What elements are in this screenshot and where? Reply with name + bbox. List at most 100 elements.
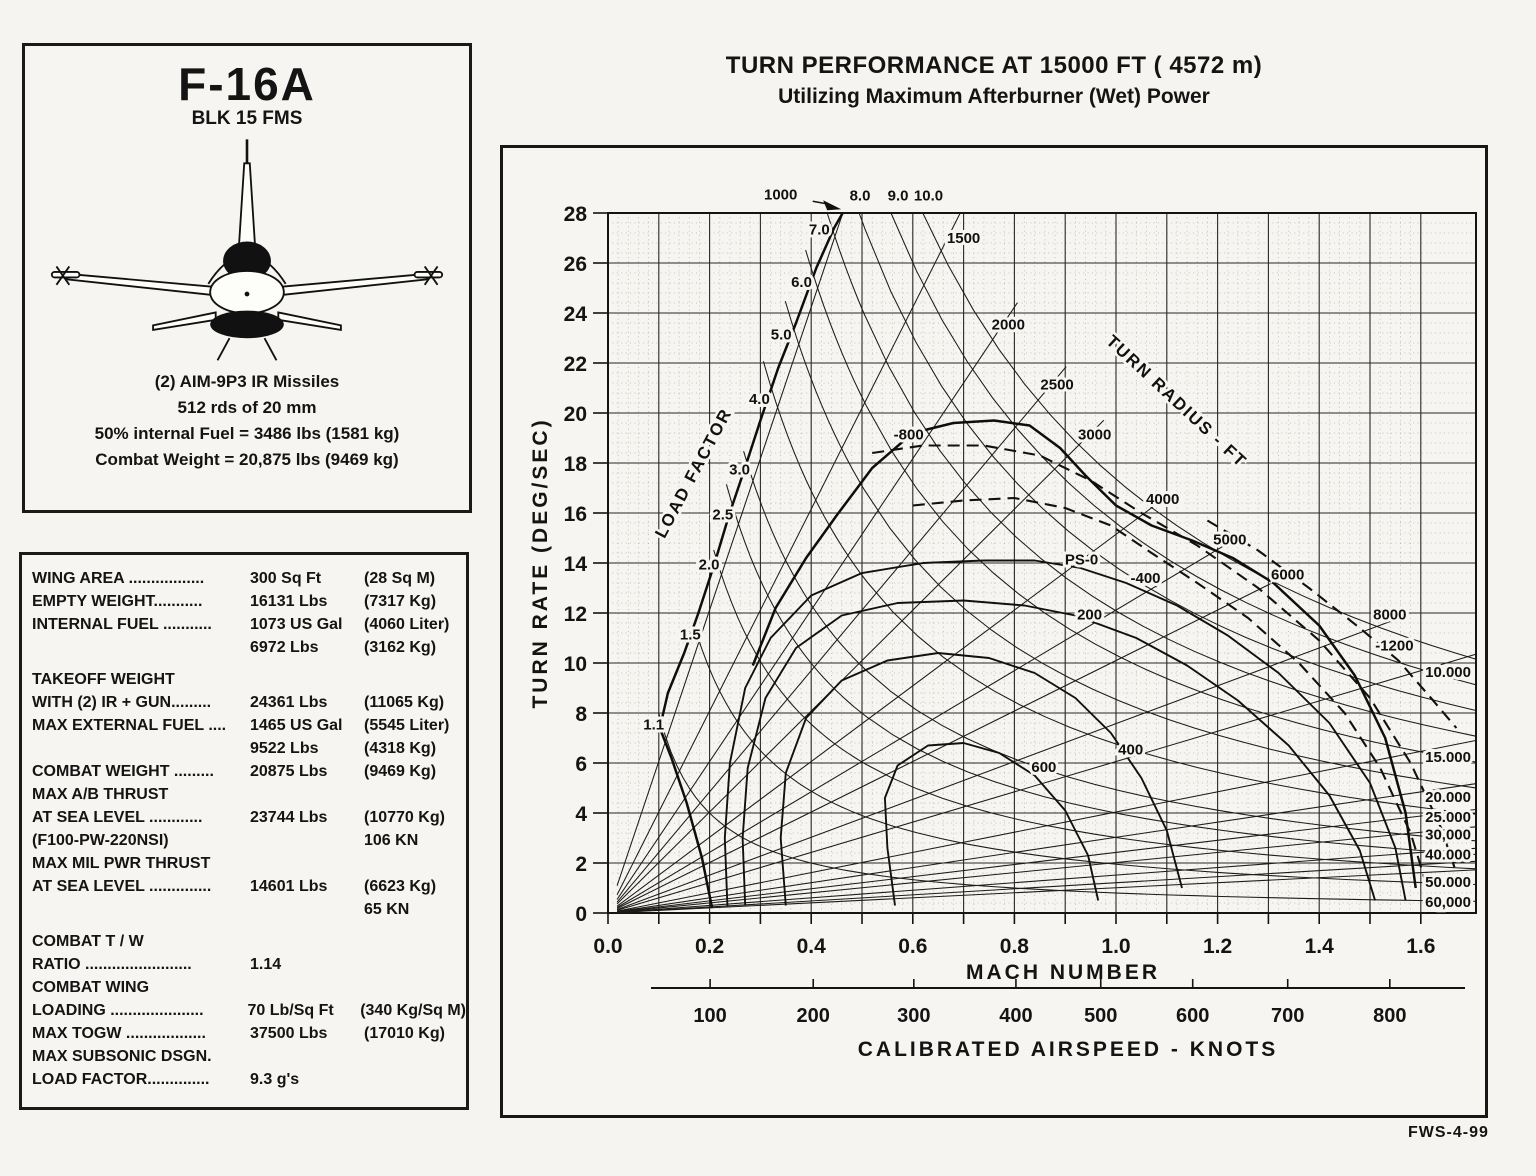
chart-label: 2500 xyxy=(1040,376,1073,393)
x-tick-label: 0.0 xyxy=(593,935,622,958)
chart-label: 1000 xyxy=(764,186,797,203)
aircraft-model: F-16A xyxy=(178,58,316,110)
chart-label: 10.0 xyxy=(914,188,943,205)
y-tick-label: 10 xyxy=(564,653,587,676)
spec-row: WITH (2) IR + GUN......... 24361 Lbs (1106… xyxy=(32,691,466,714)
chart-label: 8000 xyxy=(1373,606,1406,623)
y-tick-label: 24 xyxy=(564,303,588,326)
load-factor-line-3 xyxy=(743,451,1476,842)
spec-sv1: 24361 Lbs xyxy=(250,694,328,711)
x-tick-label: 1.2 xyxy=(1203,935,1232,958)
spec-sv2: (4318 Kg) xyxy=(364,740,437,757)
spec-sk: COMBAT WEIGHT ......... xyxy=(32,763,214,780)
spec-sv1: 300 Sq Ft xyxy=(250,570,322,587)
note-combat-weight: Combat Weight = 20,875 lbs (9469 kg) xyxy=(95,450,399,470)
spec-sv1 xyxy=(250,930,364,953)
load-factor-line-2.5 xyxy=(725,484,1476,856)
figure-code: FWS-4-99 xyxy=(1408,1124,1489,1141)
fuselage-dot xyxy=(244,291,250,297)
spec-sv2: 106 KN xyxy=(364,832,419,849)
chart-title: TURN PERFORMANCE AT 15000 FT ( 4572 m) xyxy=(725,52,1263,79)
spec-sk: RATIO ........................ xyxy=(32,956,192,973)
x-tick-label: 1.0 xyxy=(1101,935,1130,958)
fuselage-shoulders xyxy=(207,252,287,285)
cas-tick-label: 100 xyxy=(693,1005,726,1027)
spec-sv2: (11065 Kg) xyxy=(364,694,445,711)
spec-row: MAX TOGW .................. 37500 Lbs (170… xyxy=(32,1022,466,1045)
spec-sk: LOAD FACTOR.............. xyxy=(32,1071,210,1088)
turn-radius-line-5000 xyxy=(616,536,1240,908)
spec-sk xyxy=(32,898,250,921)
spec-sv1: 14601 Lbs xyxy=(250,878,328,895)
chart-label: 200 xyxy=(1077,606,1102,623)
x-tick-label: 1.4 xyxy=(1305,935,1335,958)
turn-radius-line-30000 xyxy=(617,826,1476,913)
lift-limit-curve xyxy=(658,212,844,909)
ps-contours xyxy=(723,444,1458,906)
ps-contour-600 xyxy=(883,742,1100,906)
turn-radius-line-20000 xyxy=(617,783,1476,913)
y-tick-label: 14 xyxy=(564,553,588,576)
load-factor-line-4 xyxy=(762,361,1476,815)
left-ventral-fin xyxy=(216,338,231,362)
spec-sv1: 9.3 g's xyxy=(250,1071,300,1088)
ps-contour--400 xyxy=(912,496,1427,884)
vertical-tail-icon xyxy=(237,162,257,252)
chart-label: 1.1 xyxy=(643,716,664,733)
ps-contour--1200 xyxy=(1206,519,1458,729)
spec-sv2 xyxy=(364,783,466,806)
chart-label: 8.0 xyxy=(850,188,871,205)
chart-label: 40.000 xyxy=(1425,846,1471,863)
turn-radius-line-2500 xyxy=(616,366,1067,903)
chart-label: TURN RADIUS - FT xyxy=(1103,331,1251,471)
spec-row: 6972 Lbs (3162 Kg) xyxy=(32,636,466,659)
chart-label: 2.5 xyxy=(712,506,733,523)
turn-radius-line-10000 xyxy=(616,653,1476,911)
spec-table: WING AREA ................. 300 Sq Ft (28 … xyxy=(32,567,466,1091)
spec-row: AT SEA LEVEL .............. 14601 Lbs (662… xyxy=(32,875,466,898)
spec-sk: WING AREA ................. xyxy=(32,570,205,587)
spec-sv2: (340 Kg/Sq M) xyxy=(360,1002,466,1019)
chart-label: 6000 xyxy=(1271,566,1304,583)
chart-label: -1200 xyxy=(1375,638,1413,655)
spec-sv2: (17010 Kg) xyxy=(364,1025,445,1042)
right-wing xyxy=(281,273,429,297)
chart-label: PS-0 xyxy=(1065,551,1098,568)
note-fuel: 50% internal Fuel = 3486 lbs (1581 kg) xyxy=(94,424,400,444)
load-factor-line-1.1 xyxy=(658,713,1476,902)
y-tick-label: 16 xyxy=(564,503,587,526)
spec-sv1: 1.14 xyxy=(250,956,282,973)
load-factor-line-5 xyxy=(784,300,1476,789)
spec-sv1: 20875 Lbs xyxy=(250,763,328,780)
chart-label: -800 xyxy=(894,426,924,443)
spec-sk: LOADING ..................... xyxy=(32,1002,204,1019)
load-factor-line-2 xyxy=(713,549,1476,870)
spec-sk: AT SEA LEVEL .............. xyxy=(32,878,212,895)
ps-contour-200 xyxy=(741,599,1377,906)
x-tick-label: 0.2 xyxy=(695,935,724,958)
y-tick-label: 28 xyxy=(564,203,588,226)
spec-sv1 xyxy=(250,1045,364,1068)
grid-major xyxy=(607,212,1477,914)
spec-sk: TAKEOFF WEIGHT xyxy=(32,671,175,688)
spec-sk: WITH (2) IR + GUN......... xyxy=(32,694,212,711)
chart-label: -400 xyxy=(1130,570,1160,587)
pitot-probe xyxy=(245,139,249,168)
spec-sv1: 1465 US Gal xyxy=(250,717,343,734)
note-missiles: (2) AIM-9P3 IR Missiles xyxy=(154,372,340,392)
load-factor-line-10 xyxy=(922,212,1476,660)
y-tick-label: 26 xyxy=(564,253,587,276)
engine-intake-icon xyxy=(210,310,284,339)
aircraft-block: BLK 15 FMS xyxy=(191,108,303,130)
chart-title-block: TURN PERFORMANCE AT 15000 FT ( 4572 m) U… xyxy=(500,52,1488,109)
spec-row: COMBAT WEIGHT ......... 20875 Lbs (9469 Kg… xyxy=(32,760,466,783)
spec-row: WING AREA ................. 300 Sq Ft (28 … xyxy=(32,567,466,590)
y-tick-label: 8 xyxy=(575,703,587,726)
left-wing xyxy=(65,273,213,297)
spec-row: MAX A/B THRUST xyxy=(32,783,466,806)
spec-row: COMBAT T / W xyxy=(32,930,466,953)
right-stabilator xyxy=(277,311,342,332)
spec-sv2: (5545 Liter) xyxy=(364,717,450,734)
